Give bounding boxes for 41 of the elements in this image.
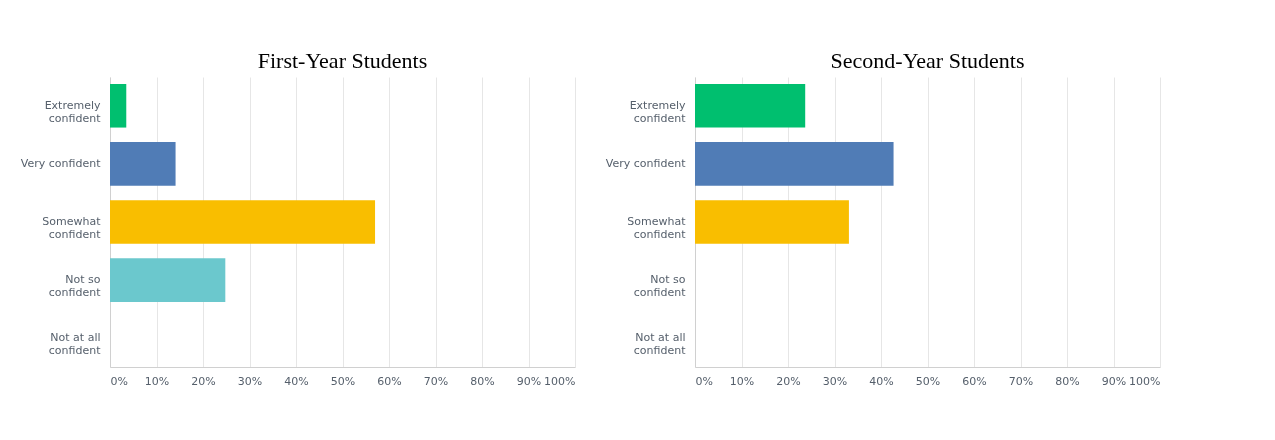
y-tick-label: Very confident bbox=[605, 156, 687, 170]
y-tick-label: Extremely confident bbox=[629, 98, 687, 125]
bar bbox=[695, 142, 894, 186]
y-tick-label: Not at all confident bbox=[48, 331, 102, 358]
x-tick-label: 30% bbox=[237, 374, 263, 388]
x-tick-label: 80% bbox=[470, 374, 495, 388]
x-tick-label: 60% bbox=[377, 374, 402, 388]
x-tick-label: 50% bbox=[330, 374, 356, 388]
chart-title: First-Year Students bbox=[257, 48, 428, 73]
y-tick-label: Not at all confident bbox=[633, 331, 687, 358]
y-tick-label: Not so confident bbox=[48, 273, 102, 300]
x-tick-label: 70% bbox=[1008, 374, 1034, 388]
y-tick-label: Extremely confident bbox=[44, 98, 102, 125]
x-tick-label: 40% bbox=[869, 374, 894, 388]
bar bbox=[110, 142, 176, 186]
x-tick-label: 20% bbox=[776, 374, 801, 388]
bar bbox=[695, 200, 849, 244]
x-tick-label: 70% bbox=[423, 374, 449, 388]
x-tick-label: 40% bbox=[284, 374, 309, 388]
x-tick-label: 100% bbox=[544, 374, 576, 388]
x-tick-label: 90% bbox=[1101, 374, 1127, 388]
y-tick-label: Somewhat confident bbox=[627, 215, 687, 241]
y-tick-label: Somewhat confident bbox=[42, 215, 102, 241]
x-tick-label: 20% bbox=[191, 374, 216, 388]
x-tick-label: 10% bbox=[144, 374, 170, 388]
bar bbox=[110, 258, 226, 302]
x-tick-label: 100% bbox=[1129, 374, 1161, 388]
y-tick-label: Very confident bbox=[20, 156, 102, 170]
x-tick-label: 0% bbox=[695, 374, 713, 388]
x-tick-label: 60% bbox=[962, 374, 987, 388]
x-tick-label: 50% bbox=[915, 374, 941, 388]
x-tick-label: 30% bbox=[822, 374, 848, 388]
bar bbox=[110, 200, 376, 244]
bar bbox=[695, 83, 806, 128]
x-tick-label: 80% bbox=[1055, 374, 1080, 388]
bar bbox=[110, 83, 127, 128]
chart-title: Second-Year Students bbox=[830, 48, 1025, 73]
x-tick-label: 90% bbox=[516, 374, 542, 388]
y-tick-label: Not so confident bbox=[633, 273, 687, 300]
x-tick-label: 0% bbox=[110, 374, 128, 388]
x-tick-label: 10% bbox=[729, 374, 755, 388]
